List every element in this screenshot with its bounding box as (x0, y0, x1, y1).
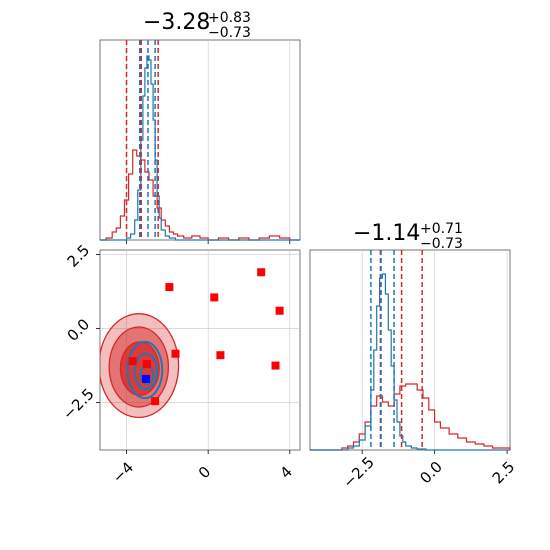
x-tick-label: 4 (277, 463, 296, 482)
blue-marker (141, 374, 150, 383)
panel-title-main: −1.14 (353, 221, 420, 246)
red-marker (171, 349, 180, 358)
y-tick-label: 0.0 (64, 315, 94, 345)
red-marker (271, 361, 280, 370)
x-tick-label: 0.0 (416, 458, 446, 488)
panel-title-sup: +0.83 (208, 10, 251, 26)
red-marker (165, 283, 174, 292)
red-marker (210, 293, 219, 302)
panel-title-sub: −0.73 (208, 25, 251, 41)
red-histogram-line (100, 149, 300, 241)
red-marker (216, 351, 225, 360)
red-marker (257, 268, 266, 277)
red-marker (151, 397, 160, 406)
blue-density-contour (133, 352, 159, 391)
panel-frame (309, 249, 511, 451)
marginal-histogram-param1: −3.28 +0.83 −0.73 (99, 10, 301, 244)
y-tick-label: 2.5 (64, 241, 94, 271)
plot-area (100, 250, 300, 450)
panel-frame (99, 39, 301, 241)
marginal-histogram-param2: −1.14 +0.71 −0.73 −2.5 0.0 2.5 (309, 221, 519, 492)
red-marker (142, 360, 151, 369)
x-tick-label: 2.5 (489, 458, 519, 488)
blue-density-contour (126, 340, 164, 400)
panel-title-sup: +0.71 (420, 221, 463, 237)
red-marker (275, 306, 284, 315)
panel-frame (99, 249, 301, 451)
panel-title-main: −3.28 (143, 10, 210, 35)
red-histogram-line (310, 383, 511, 451)
x-tick-label: −2.5 (339, 453, 377, 491)
panel-title-sub: −0.73 (420, 236, 463, 252)
y-tick-label: −2.5 (59, 385, 97, 423)
x-tick-label: 0 (195, 463, 214, 482)
joint-density-panel: −4 0 4 2.5 0.0 −2.5 (59, 241, 301, 487)
blue-histogram-line (100, 55, 300, 241)
x-tick-label: −4 (109, 458, 137, 486)
red-marker (128, 357, 137, 366)
blue-histogram-line (310, 273, 510, 451)
